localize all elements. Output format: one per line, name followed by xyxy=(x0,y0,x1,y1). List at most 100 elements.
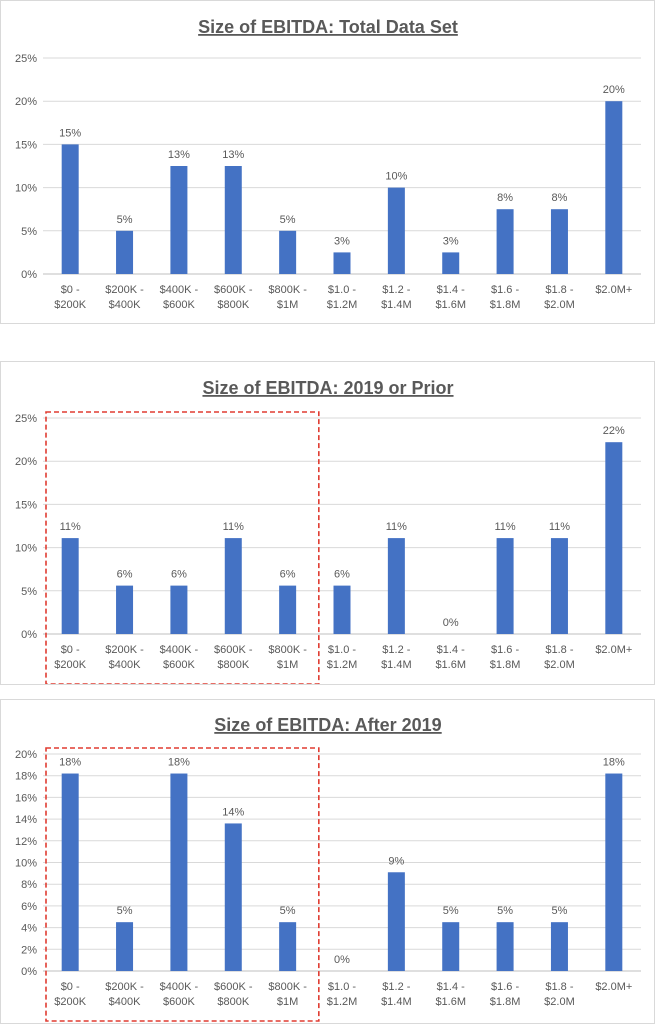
data-label: 18% xyxy=(168,757,190,769)
x-tick-label: $1M xyxy=(277,659,298,671)
x-tick-label: $200K - xyxy=(105,284,144,296)
data-label: 11% xyxy=(223,521,244,533)
bar xyxy=(605,101,623,274)
x-tick-label: $2.0M+ xyxy=(595,981,632,993)
bar xyxy=(170,773,188,971)
data-label: 5% xyxy=(552,905,568,917)
x-tick-label: $1.6 - xyxy=(491,981,519,993)
data-label: 5% xyxy=(443,905,459,917)
data-label: 14% xyxy=(222,806,244,818)
x-tick-label: $800K - xyxy=(268,981,307,993)
data-label: 15% xyxy=(59,127,81,139)
bar xyxy=(170,166,188,274)
x-tick-label: $1.4M xyxy=(381,659,412,671)
data-label: 3% xyxy=(334,235,350,247)
x-tick-label: $1.2M xyxy=(327,996,358,1008)
x-tick-label: $200K - xyxy=(105,644,144,656)
y-tick-label: 8% xyxy=(21,879,37,891)
y-tick-label: 4% xyxy=(21,923,37,935)
x-tick-label: $200K xyxy=(54,299,86,311)
x-tick-label: $1.8M xyxy=(490,299,521,311)
y-tick-label: 15% xyxy=(15,499,37,511)
x-tick-label: $2.0M+ xyxy=(595,284,632,296)
x-tick-label: $1.2M xyxy=(327,299,358,311)
y-tick-label: 2% xyxy=(21,944,37,956)
bar xyxy=(170,585,188,634)
x-tick-label: $200K xyxy=(54,996,86,1008)
chart-after-2019: Size of EBITDA: After 2019 0% 2% 4% 6% 8% 10% 1… xyxy=(15,715,641,1022)
x-tick-label: $1M xyxy=(277,299,298,311)
x-tick-label: $1.8 - xyxy=(545,284,573,296)
x-tick-label: $1.8 - xyxy=(545,981,573,993)
bar xyxy=(224,166,242,274)
y-tick-label: 10% xyxy=(15,183,37,195)
x-tick-label: $600K xyxy=(163,659,195,671)
x-tick-label: $400K - xyxy=(160,644,199,656)
x-tick-label: $400K - xyxy=(160,284,199,296)
chart-2019-or-prior: Size of EBITDA: 2019 or Prior 0% 5% 10% 15% 2… xyxy=(15,378,641,684)
bar xyxy=(550,538,568,634)
data-label: 0% xyxy=(334,954,350,966)
data-label: 5% xyxy=(280,214,296,226)
x-tick-label: $1.4 - xyxy=(437,981,465,993)
bar xyxy=(550,209,568,274)
chart-title: Size of EBITDA: 2019 or Prior xyxy=(202,378,453,398)
data-label: 9% xyxy=(388,855,404,867)
data-label: 10% xyxy=(385,171,407,183)
chart-title: Size of EBITDA: After 2019 xyxy=(214,715,441,735)
x-tick-label: $400K xyxy=(109,659,141,671)
bar xyxy=(496,209,514,274)
x-tick-label: $1.6M xyxy=(435,299,466,311)
x-tick-label: $1.6M xyxy=(435,996,466,1008)
x-tick-label: $0 - xyxy=(61,981,80,993)
highlight-box xyxy=(45,747,320,1022)
y-tick-label: 0% xyxy=(21,269,37,281)
data-label: 8% xyxy=(552,192,568,204)
data-label: 3% xyxy=(443,235,459,247)
x-tick-label: $2.0M xyxy=(544,299,575,311)
y-tick-label: 5% xyxy=(21,586,37,598)
x-tick-label: $600K - xyxy=(214,284,253,296)
x-tick-label: $1.4M xyxy=(381,996,412,1008)
x-tick-label: $1.2 - xyxy=(382,644,410,656)
data-label: 6% xyxy=(117,569,133,581)
chart-panel-2019-or-prior: Size of EBITDA: 2019 or Prior 0% 5% 10% 15% 2… xyxy=(0,361,655,685)
data-label: 5% xyxy=(497,905,513,917)
x-tick-label: $800K xyxy=(217,659,249,671)
bar xyxy=(387,538,405,634)
y-tick-label: 18% xyxy=(15,771,37,783)
x-tick-label: $2.0M+ xyxy=(595,644,632,656)
x-tick-label: $1.6 - xyxy=(491,284,519,296)
x-tick-label: $1.6 - xyxy=(491,644,519,656)
data-label: 8% xyxy=(497,192,513,204)
x-tick-label: $1.4M xyxy=(381,299,412,311)
bar xyxy=(116,230,134,274)
bar xyxy=(496,538,514,634)
y-tick-label: 6% xyxy=(21,901,37,913)
x-tick-label: $600K xyxy=(163,996,195,1008)
y-tick-label: 15% xyxy=(15,139,37,151)
bar xyxy=(605,773,623,971)
data-label: 6% xyxy=(280,569,296,581)
x-tick-label: $1.0 - xyxy=(328,981,356,993)
x-tick-label: $1.8 - xyxy=(545,644,573,656)
x-tick-label: $600K - xyxy=(214,981,253,993)
y-tick-label: 16% xyxy=(15,792,37,804)
y-tick-label: 25% xyxy=(15,53,37,65)
bar xyxy=(496,922,514,971)
data-label: 5% xyxy=(280,905,296,917)
data-label: 6% xyxy=(334,569,350,581)
bar xyxy=(61,144,79,274)
x-tick-label: $600K - xyxy=(214,644,253,656)
chart-panel-total: Size of EBITDA: Total Data Set 0% 5% 10% 15%… xyxy=(0,0,655,324)
x-tick-label: $800K - xyxy=(268,644,307,656)
x-tick-label: $800K xyxy=(217,996,249,1008)
bar xyxy=(279,585,297,634)
data-label: 18% xyxy=(59,757,81,769)
bar xyxy=(605,442,623,634)
y-tick-label: 14% xyxy=(15,814,37,826)
bar xyxy=(333,585,351,634)
y-tick-label: 10% xyxy=(15,543,37,555)
bar xyxy=(387,872,405,971)
bar xyxy=(116,922,134,971)
